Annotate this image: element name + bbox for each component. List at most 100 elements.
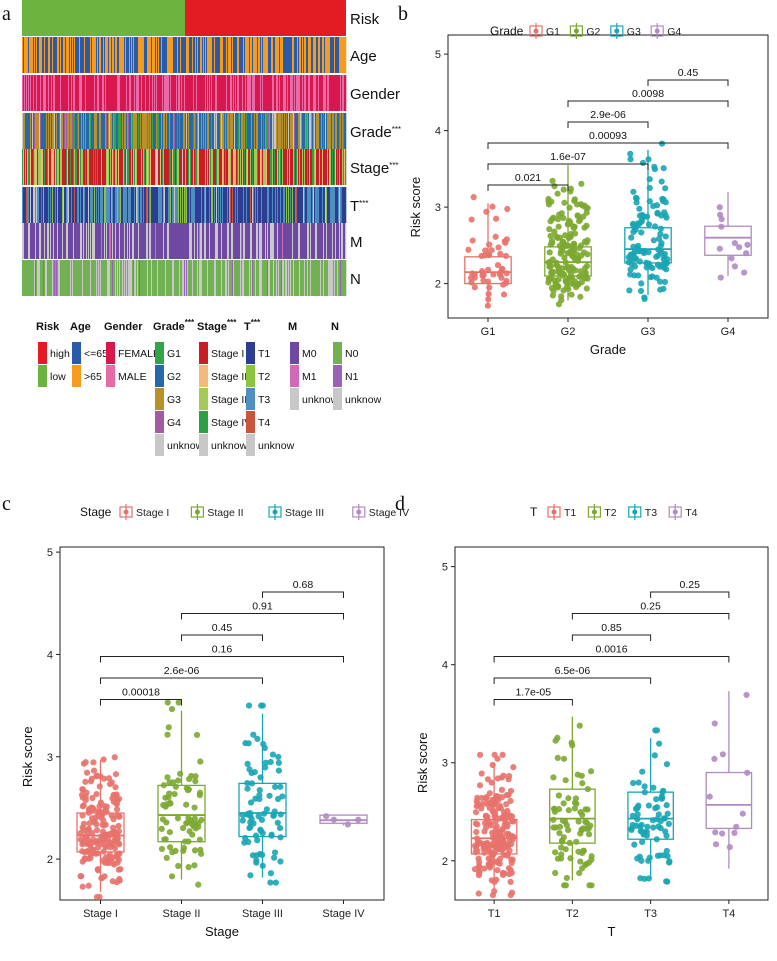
data-point [248, 780, 256, 787]
heatmap-cell [243, 149, 245, 185]
heatmap-cell [276, 223, 278, 259]
heatmap-cell [91, 75, 93, 111]
data-point [110, 824, 117, 831]
heatmap-cell [120, 260, 122, 296]
heatmap-cell [339, 223, 341, 259]
heatmap-cell [60, 260, 62, 296]
data-point [627, 271, 634, 278]
heatmap-cell [267, 37, 269, 73]
heatmap-cell [194, 37, 196, 73]
heatmap-cell [295, 223, 297, 259]
data-point [576, 273, 583, 280]
heatmap-cell [328, 37, 330, 73]
heatmap-cell [38, 149, 40, 185]
heatmap-cell [176, 37, 178, 73]
heatmap-cell [63, 75, 65, 111]
heatmap-cell [306, 260, 308, 296]
data-point [185, 864, 192, 871]
heatmap-cell [242, 37, 244, 73]
heatmap-cell [210, 149, 212, 185]
heatmap-cell [151, 223, 153, 259]
heatmap-cell [305, 187, 307, 223]
heatmap-cell [228, 113, 230, 149]
heatmap-cell [195, 75, 197, 111]
heatmap-cell [315, 260, 317, 296]
data-point [657, 286, 664, 293]
data-point [330, 816, 337, 823]
p-value-label: 1.7e-05 [515, 687, 551, 699]
heatmap-cell [158, 113, 160, 149]
heatmap-cell [276, 75, 278, 111]
heatmap-cell [239, 113, 241, 149]
heatmap-cell [259, 37, 261, 73]
heatmap-cell [150, 149, 152, 185]
heatmap-cell [322, 37, 324, 73]
legend-item-t2: T2 [587, 504, 617, 520]
x-tick-label: Stage I [83, 908, 118, 920]
heatmap-cell [221, 187, 223, 223]
heatmap-cell [54, 113, 56, 149]
heatmap-cell [218, 260, 220, 296]
heatmap-cell [338, 187, 340, 223]
heatmap-cell [277, 113, 279, 149]
data-point [650, 237, 657, 244]
heatmap-cell [61, 149, 63, 185]
heatmap-cell [147, 113, 149, 149]
heatmap-legend-swatch [72, 365, 81, 387]
heatmap-cell [79, 260, 81, 296]
data-point [555, 792, 562, 799]
heatmap-cell [235, 223, 237, 259]
heatmap-cell [80, 37, 82, 73]
heatmap-cell [301, 75, 303, 111]
data-point [82, 759, 89, 766]
data-point [553, 233, 560, 240]
heatmap-cell [162, 37, 164, 73]
heatmap-cell [110, 113, 112, 149]
heatmap-cell [200, 75, 202, 111]
heatmap-cell [89, 260, 91, 296]
heatmap-cell [156, 223, 158, 259]
heatmap-cell [129, 187, 131, 223]
heatmap-cell [268, 113, 270, 149]
heatmap-cell [214, 149, 216, 185]
heatmap-cell [55, 113, 57, 149]
heatmap-cell [72, 187, 74, 223]
heatmap-cell [137, 149, 139, 185]
heatmap-cell [265, 113, 267, 149]
heatmap-cell [72, 223, 74, 259]
heatmap-cell [119, 187, 121, 223]
heatmap-cell [228, 149, 230, 185]
heatmap-cell [241, 113, 243, 149]
heatmap-cell [105, 113, 107, 149]
heatmap-cell [184, 37, 186, 73]
heatmap-cell [340, 223, 342, 259]
heatmap-cell [260, 75, 262, 111]
heatmap-cell [297, 37, 299, 73]
heatmap-cell [286, 37, 288, 73]
heatmap-cell [186, 187, 188, 223]
heatmap-cell [164, 113, 166, 149]
heatmap-cell [112, 75, 114, 111]
heatmap-cell [321, 113, 323, 149]
heatmap-cell [155, 187, 157, 223]
heatmap-cell [98, 260, 100, 296]
heatmap-cell [326, 187, 328, 223]
heatmap-cell [94, 260, 96, 296]
heatmap-cell [232, 223, 234, 259]
heatmap-cell [314, 37, 316, 73]
heatmap-cell [80, 75, 82, 111]
heatmap-cell [153, 260, 155, 296]
heatmap-cell [141, 223, 143, 259]
heatmap-cell [159, 260, 161, 296]
heatmap-cell [94, 149, 96, 185]
y-tick-label: 4 [442, 660, 448, 672]
box-t3: T3 [627, 727, 674, 920]
heatmap-cell [207, 223, 209, 259]
heatmap-cell [148, 75, 150, 111]
heatmap-cell [271, 260, 273, 296]
heatmap-cell [345, 260, 347, 296]
heatmap-cell [308, 37, 310, 73]
heatmap-cell [177, 75, 179, 111]
heatmap-cell [274, 260, 276, 296]
heatmap-cell [102, 113, 104, 149]
